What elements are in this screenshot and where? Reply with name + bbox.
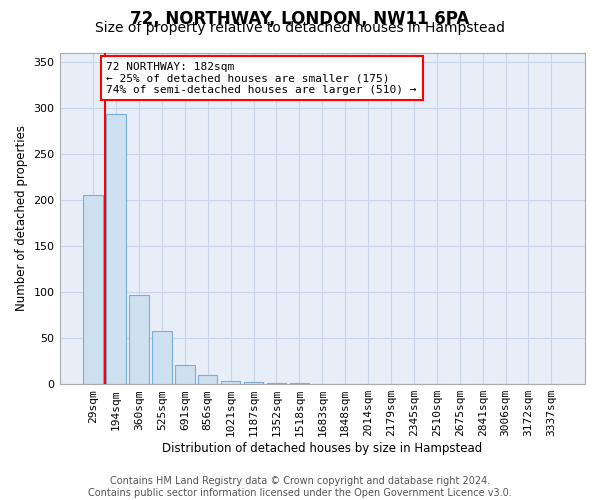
X-axis label: Distribution of detached houses by size in Hampstead: Distribution of detached houses by size … bbox=[162, 442, 482, 455]
Y-axis label: Number of detached properties: Number of detached properties bbox=[15, 126, 28, 312]
Text: 72 NORTHWAY: 182sqm
← 25% of detached houses are smaller (175)
74% of semi-detac: 72 NORTHWAY: 182sqm ← 25% of detached ho… bbox=[106, 62, 417, 95]
Bar bbox=[175, 365, 194, 384]
Bar bbox=[129, 295, 149, 384]
Bar bbox=[106, 114, 126, 384]
Text: Size of property relative to detached houses in Hampstead: Size of property relative to detached ho… bbox=[95, 21, 505, 35]
Bar bbox=[198, 375, 217, 384]
Bar bbox=[244, 382, 263, 384]
Bar bbox=[83, 196, 103, 384]
Text: Contains HM Land Registry data © Crown copyright and database right 2024.
Contai: Contains HM Land Registry data © Crown c… bbox=[88, 476, 512, 498]
Text: 72, NORTHWAY, LONDON, NW11 6PA: 72, NORTHWAY, LONDON, NW11 6PA bbox=[130, 10, 470, 28]
Bar bbox=[221, 380, 241, 384]
Bar bbox=[152, 331, 172, 384]
